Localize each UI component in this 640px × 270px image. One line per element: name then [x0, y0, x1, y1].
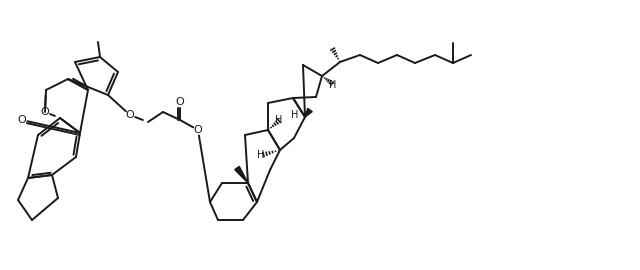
Text: H: H	[275, 115, 283, 125]
Text: O: O	[125, 110, 134, 120]
Text: O: O	[18, 115, 26, 125]
Text: H: H	[291, 110, 299, 120]
Text: O: O	[194, 125, 202, 135]
Text: O: O	[175, 97, 184, 107]
Polygon shape	[235, 166, 248, 183]
Text: H: H	[330, 80, 337, 90]
Polygon shape	[305, 108, 312, 117]
Text: O: O	[40, 107, 49, 117]
Text: H: H	[257, 150, 265, 160]
